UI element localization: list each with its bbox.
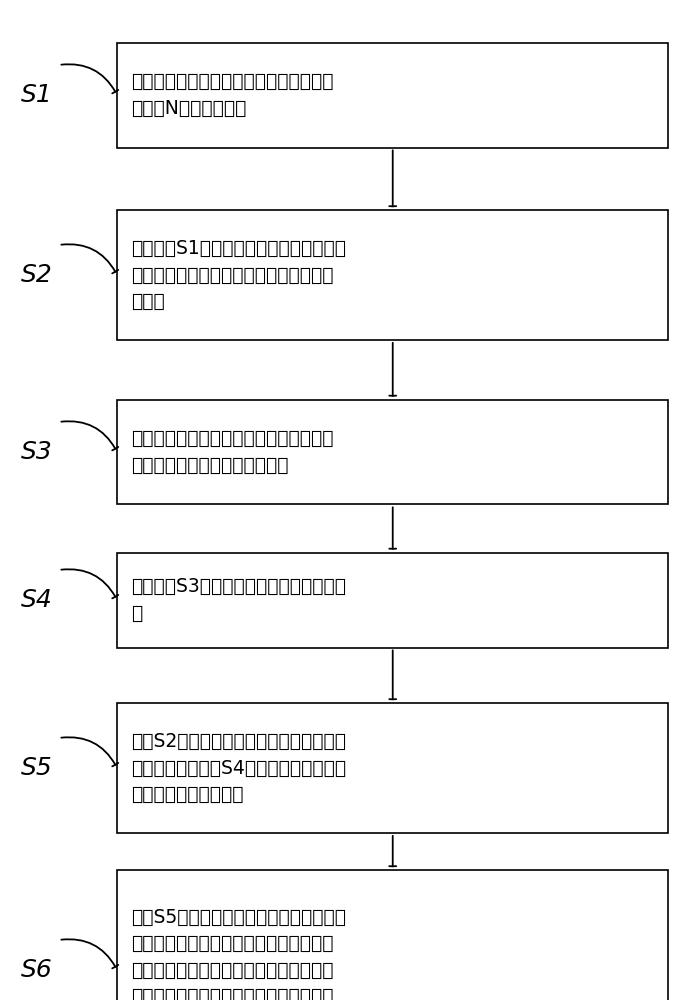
FancyBboxPatch shape xyxy=(117,703,668,833)
FancyBboxPatch shape xyxy=(117,42,668,147)
Text: S6: S6 xyxy=(21,958,52,982)
FancyBboxPatch shape xyxy=(117,870,668,1000)
Text: S5: S5 xyxy=(21,756,52,780)
Text: 将管道近似几何模型由柱坐标系转换为平
面坐标系，实现管道的二维定位: 将管道近似几何模型由柱坐标系转换为平 面坐标系，实现管道的二维定位 xyxy=(131,429,333,475)
FancyBboxPatch shape xyxy=(117,552,668,648)
Text: 对比S5中得出的传感器阵列到时集合对应
的最小二乘解，其中不同传感器阵列得出
的元素相等的解即为反演得到的异常碰撞
点的平面坐标位置，将其进行坐标转换，
得出柱: 对比S5中得出的传感器阵列到时集合对应 的最小二乘解，其中不同传感器阵列得出 的… xyxy=(131,908,346,1000)
Text: S3: S3 xyxy=(21,440,52,464)
Text: 根据步骤S3构建带约束因子的反演目标函
数: 根据步骤S3构建带约束因子的反演目标函 数 xyxy=(131,577,346,623)
FancyBboxPatch shape xyxy=(117,210,668,340)
Text: S1: S1 xyxy=(21,83,52,107)
Text: 根据S2中获得的传感器阵列到时集合，利
用最小二乘法计算S4中反演目标函数得到
传感器阵列最小二乘解: 根据S2中获得的传感器阵列到时集合，利 用最小二乘法计算S4中反演目标函数得到 … xyxy=(131,732,346,804)
Text: 根据步骤S1中传感器阵列接收的异常碰撞
产生的声波信号，并计算每组传感器阵列
的到时: 根据步骤S1中传感器阵列接收的异常碰撞 产生的声波信号，并计算每组传感器阵列 的… xyxy=(131,239,346,311)
Text: 在管道周向布置传感器阵列，每组传感器
阵列由N个传感器组成: 在管道周向布置传感器阵列，每组传感器 阵列由N个传感器组成 xyxy=(131,72,333,118)
Text: S4: S4 xyxy=(21,588,52,612)
Text: S2: S2 xyxy=(21,263,52,287)
FancyBboxPatch shape xyxy=(117,399,668,504)
